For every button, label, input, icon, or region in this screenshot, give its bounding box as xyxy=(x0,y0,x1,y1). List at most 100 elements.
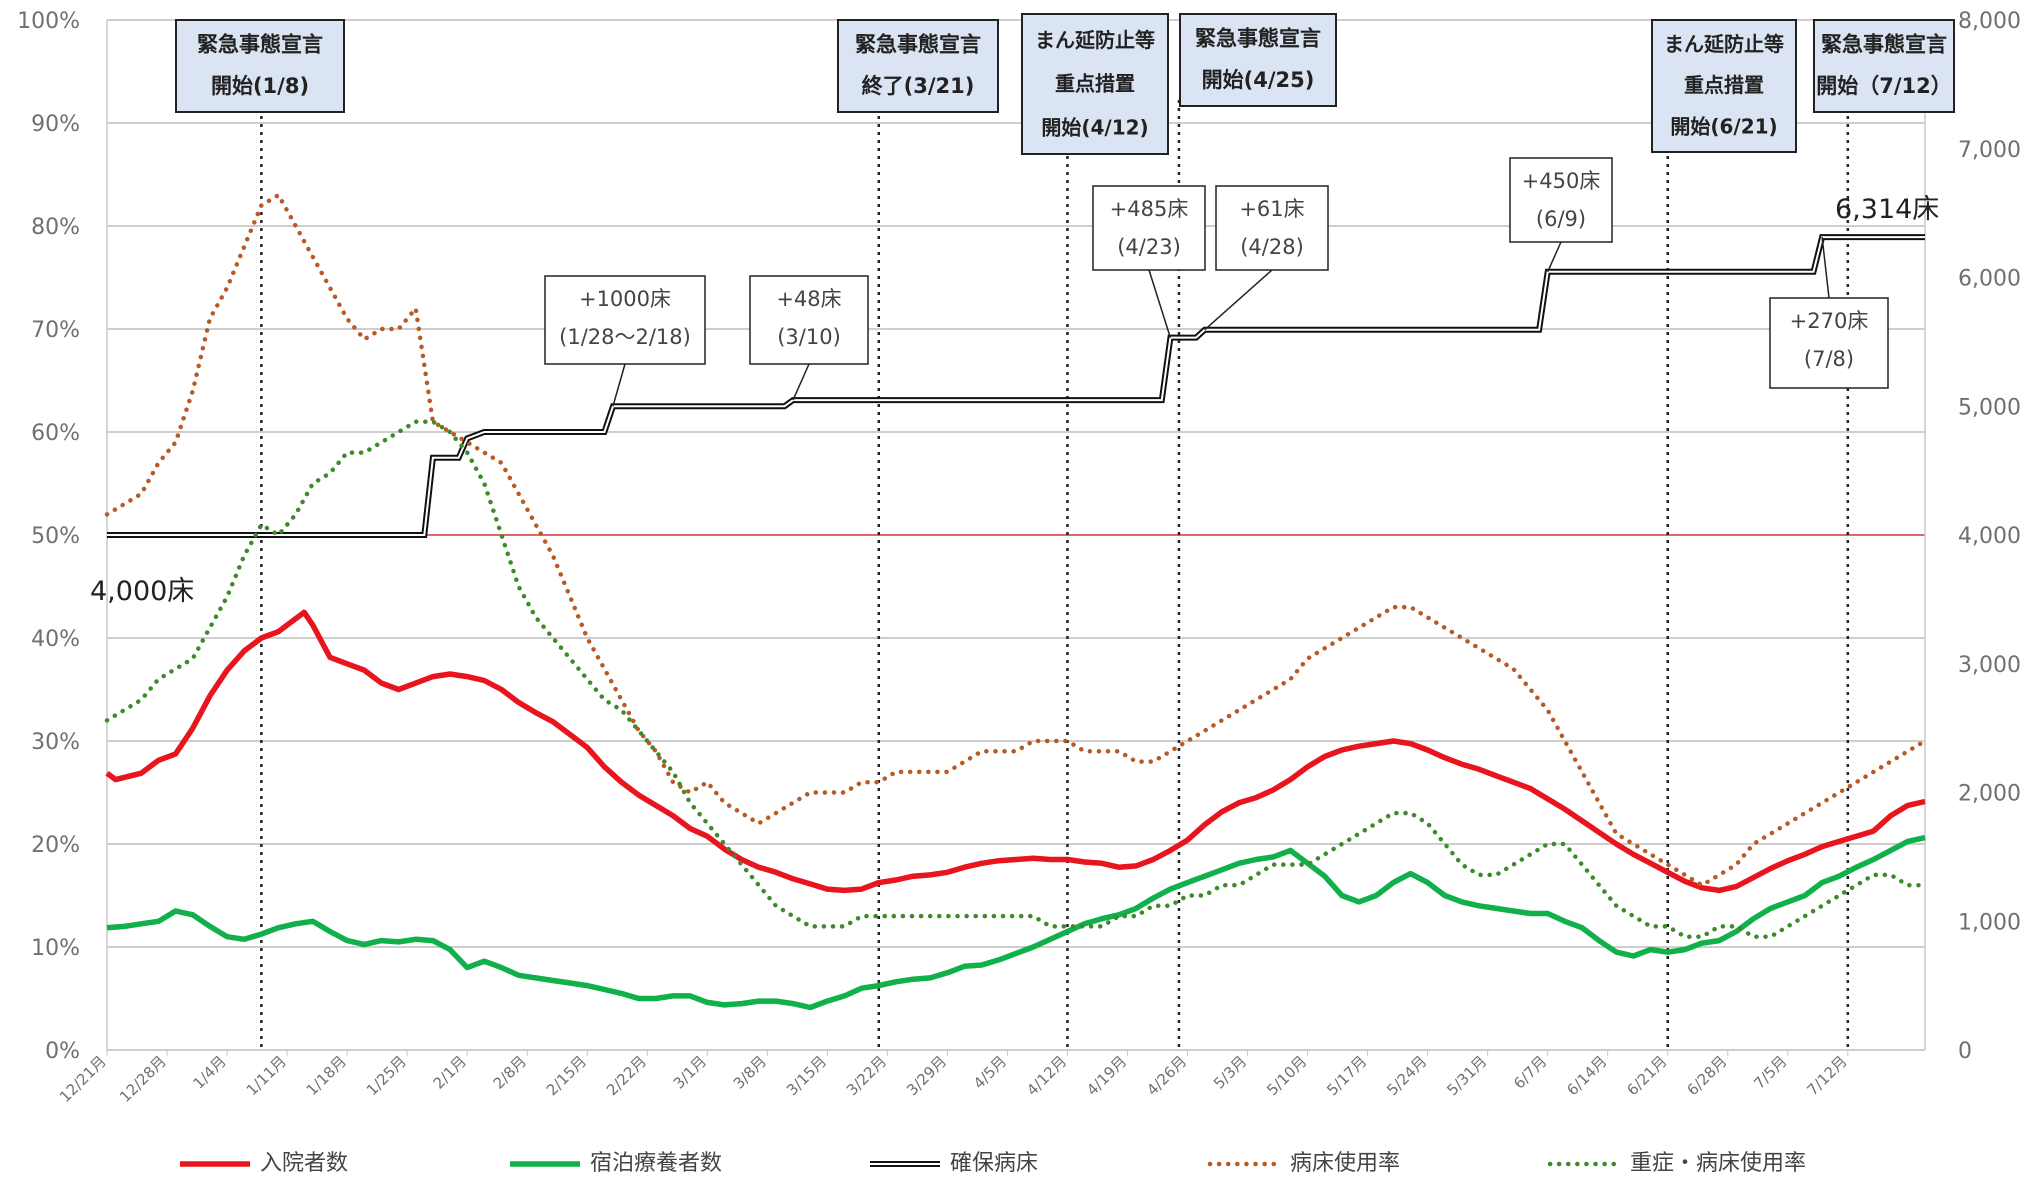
bed-annotation-text: +270床 xyxy=(1790,309,1869,333)
x-tick-label: 2/22月 xyxy=(603,1052,650,1099)
x-tick-label: 6/28月 xyxy=(1683,1052,1730,1099)
event-label-text: 開始(6/21) xyxy=(1670,114,1777,138)
series-line-bed-capacity-outer xyxy=(107,234,1925,538)
y-left-tick-label: 50% xyxy=(31,524,80,549)
y-right-tick-label: 5,000 xyxy=(1958,395,2021,420)
bed-annotation-box xyxy=(749,275,869,365)
bed-annotation-box xyxy=(544,275,706,365)
event-label-text: 重点措置 xyxy=(1055,72,1135,96)
y-right-tick-label: 6,000 xyxy=(1958,267,2021,292)
y-left-tick-label: 100% xyxy=(17,9,80,34)
event-lines xyxy=(260,100,1850,1050)
bed-annotation-leader xyxy=(612,363,626,407)
x-tick-label: 3/29月 xyxy=(903,1052,950,1099)
event-label-box xyxy=(1179,13,1337,107)
x-tick-label: 5/17月 xyxy=(1323,1052,1370,1099)
bed-annotation-box xyxy=(1215,185,1329,271)
event-label-box xyxy=(1021,13,1169,155)
legend: 入院者数 宿泊療養者数 確保病床 病床使用率 重症・病床使用率 xyxy=(180,1151,1806,1176)
bed-annotation-leader xyxy=(1148,269,1172,338)
event-label-text: 緊急事態宣言 xyxy=(197,32,323,56)
x-tick-label: 3/8月 xyxy=(730,1052,770,1092)
bed-annotation-box xyxy=(1509,157,1613,243)
bed-annotation-leader xyxy=(1204,269,1273,331)
event-label-box xyxy=(1813,19,1955,113)
legend-label: 確保病床 xyxy=(950,1151,1038,1176)
event-label-box xyxy=(837,19,999,113)
event-label-text: 開始(4/12) xyxy=(1041,115,1148,139)
x-tick-label: 12/28月 xyxy=(116,1052,170,1106)
bed-annotation-leader xyxy=(1546,241,1562,273)
y-left-tick-label: 20% xyxy=(31,833,80,858)
annotations: 緊急事態宣言開始(1/8)緊急事態宣言終了(3/21)まん延防止等重点措置開始(… xyxy=(90,13,1955,607)
bed-annotation-text: +61床 xyxy=(1239,197,1304,221)
event-label-text: まん延防止等 xyxy=(1664,32,1784,56)
x-tick-label: 2/1月 xyxy=(430,1052,470,1092)
event-label-box xyxy=(1651,19,1797,153)
series-line-bed-capacity-inner xyxy=(107,236,1925,536)
y-left-tick-label: 90% xyxy=(31,112,80,137)
y-right-tick-label: 4,000 xyxy=(1958,524,2021,549)
x-tick-label: 3/15月 xyxy=(783,1052,830,1099)
y-left-tick-label: 60% xyxy=(31,421,80,446)
bed-annotation-box xyxy=(1769,297,1889,389)
bed-annotation-text: +485床 xyxy=(1110,197,1189,221)
series-line-dotted-3 xyxy=(104,191,1928,888)
bed-annotation-text: (1/28～2/18) xyxy=(559,325,691,349)
y-right-tick-label: 1,000 xyxy=(1958,910,2021,935)
x-tick-label: 2/8月 xyxy=(490,1052,530,1092)
bed-annotation-text: +48床 xyxy=(776,287,841,311)
series-line-solid-0 xyxy=(105,609,1926,894)
y-left-tick-label: 30% xyxy=(31,730,80,755)
series-lines xyxy=(104,191,1928,1011)
bed-annotation-text: (7/8) xyxy=(1804,347,1854,371)
y-right-tick-label: 7,000 xyxy=(1958,138,2021,163)
bed-annotation-text: (3/10) xyxy=(777,325,841,349)
x-tick-label: 1/4月 xyxy=(189,1052,229,1092)
event-label-text: 開始（7/12） xyxy=(1816,74,1952,98)
bed-annotation-text: (6/9) xyxy=(1536,207,1586,231)
legend-label: 宿泊療養者数 xyxy=(590,1151,722,1176)
event-label-text: 終了(3/21) xyxy=(862,74,975,98)
bed-annotation-leader xyxy=(1821,236,1830,299)
y-right-tick-label: 8,000 xyxy=(1958,9,2021,34)
event-label-text: 開始(1/8) xyxy=(211,74,309,98)
value-label: 4,000床 xyxy=(90,576,194,607)
y-left-tick-label: 70% xyxy=(31,318,80,343)
event-label-text: 開始(4/25) xyxy=(1202,68,1315,92)
x-tick-label: 4/26月 xyxy=(1143,1052,1190,1099)
event-label-text: 緊急事態宣言 xyxy=(1195,26,1321,50)
x-tick-label: 5/3月 xyxy=(1210,1052,1250,1092)
x-tick-label: 6/7月 xyxy=(1510,1052,1550,1092)
x-tick-label: 1/25月 xyxy=(363,1052,410,1099)
bed-annotation-text: (4/23) xyxy=(1117,235,1181,259)
x-tick-label: 6/21月 xyxy=(1623,1052,1670,1099)
x-tick-label: 5/10月 xyxy=(1263,1052,1310,1099)
event-label-text: 緊急事態宣言 xyxy=(855,32,981,56)
x-tick-label: 6/14月 xyxy=(1563,1052,1610,1099)
legend-label: 重症・病床使用率 xyxy=(1630,1151,1806,1176)
bed-annotation-leader xyxy=(792,363,810,401)
event-label-box xyxy=(175,19,345,113)
bed-annotation-text: (4/28) xyxy=(1240,235,1304,259)
bed-annotation-box xyxy=(1092,185,1206,271)
event-label-text: 緊急事態宣言 xyxy=(1821,32,1947,56)
x-tick-label: 1/11月 xyxy=(243,1052,290,1099)
y-right-tick-label: 3,000 xyxy=(1958,653,2021,678)
series-line-dotted-4 xyxy=(104,419,1928,939)
x-tick-label: 5/24月 xyxy=(1383,1052,1430,1099)
event-label-text: まん延防止等 xyxy=(1035,28,1155,52)
value-label: 6,314床 xyxy=(1835,194,1939,225)
bed-annotation-text: +1000床 xyxy=(579,287,671,311)
x-tick-label: 7/12月 xyxy=(1803,1052,1850,1099)
x-tick-label: 3/1月 xyxy=(670,1052,710,1092)
legend-label: 病床使用率 xyxy=(1290,1151,1400,1176)
y-left-tick-label: 80% xyxy=(31,215,80,240)
bed-annotation-text: +450床 xyxy=(1522,169,1601,193)
y-left-tick-label: 0% xyxy=(45,1039,80,1064)
event-label-text: 重点措置 xyxy=(1684,73,1764,97)
y-left-tick-label: 10% xyxy=(31,936,80,961)
x-tick-label: 4/19月 xyxy=(1083,1052,1130,1099)
x-tick-label: 4/12月 xyxy=(1023,1052,1070,1099)
x-tick-label: 2/15月 xyxy=(543,1052,590,1099)
